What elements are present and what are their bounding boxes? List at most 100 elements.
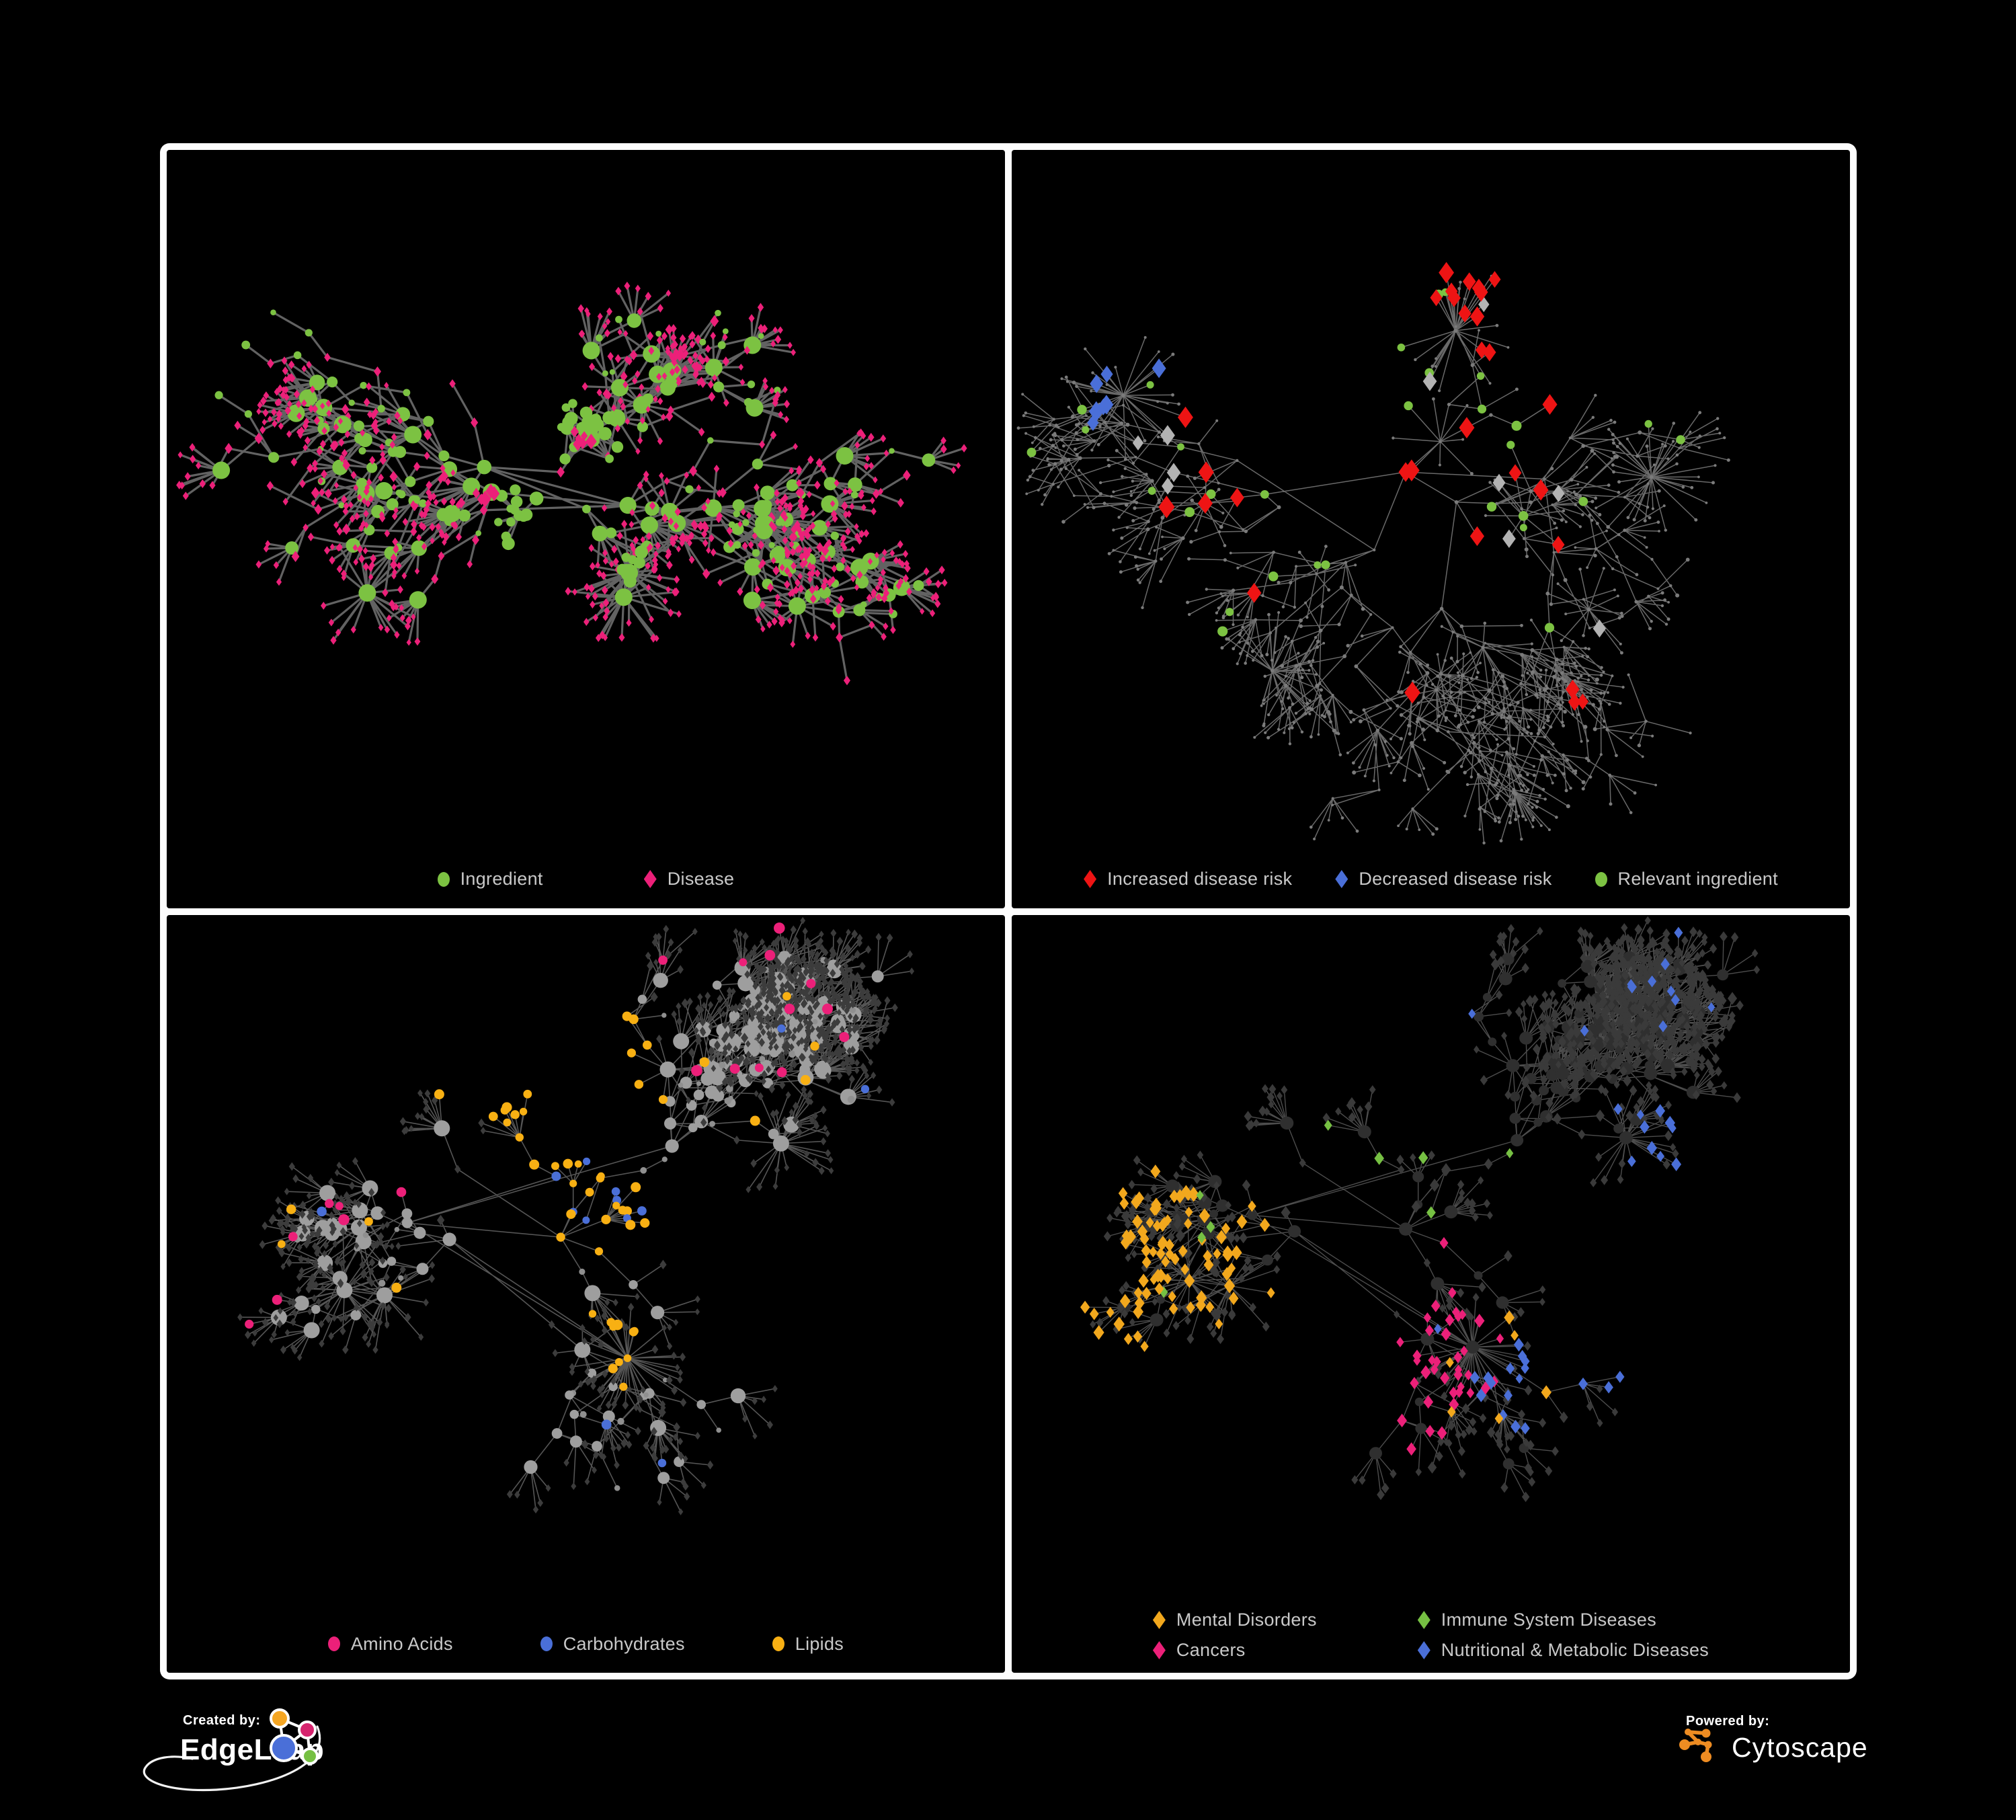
network-node [1612, 450, 1615, 454]
network-node [439, 530, 446, 539]
network-node [1511, 420, 1522, 431]
network-node [415, 1111, 421, 1120]
network-node [341, 495, 348, 504]
network-node [815, 1025, 821, 1033]
network-node [1156, 400, 1160, 403]
network-node [1603, 1012, 1611, 1023]
network-node [624, 281, 631, 290]
network-node [1613, 1103, 1623, 1115]
network-node [1520, 837, 1523, 841]
network-node [1186, 474, 1190, 478]
network-node [1586, 696, 1589, 699]
network-node [883, 588, 890, 598]
network-node [816, 1031, 822, 1039]
network-node [1026, 447, 1037, 457]
network-node [1394, 1310, 1400, 1318]
network-node [696, 379, 702, 387]
network-node [1603, 936, 1611, 946]
network-node [1238, 651, 1242, 656]
network-node [767, 583, 774, 592]
network-node [766, 1065, 772, 1073]
network-node [1586, 655, 1590, 659]
network-node [612, 1298, 618, 1306]
panel-grid: Ingredient Disease Increased disease ris… [160, 143, 1857, 1679]
network-node [1553, 521, 1557, 525]
network-node [306, 1283, 313, 1293]
network-node [1613, 588, 1616, 592]
network-node [1484, 770, 1488, 774]
network-node [791, 348, 796, 356]
network-node [1540, 754, 1544, 758]
network-node [1158, 430, 1161, 434]
network-node [602, 549, 608, 557]
network-node [1524, 1462, 1532, 1473]
network-node [282, 498, 288, 506]
network-node [1297, 668, 1301, 672]
network-node [1668, 1002, 1675, 1011]
network-node [754, 500, 772, 518]
network-node [288, 1162, 295, 1171]
network-node [617, 1417, 624, 1425]
network-node [868, 1058, 873, 1066]
immune-diseases-diamond-swatch [1417, 1611, 1430, 1629]
network-node [875, 998, 882, 1007]
network-node [379, 1256, 386, 1265]
network-node [774, 335, 782, 344]
network-node [1531, 825, 1535, 828]
network-node [1277, 580, 1281, 584]
network-node [1609, 1019, 1617, 1028]
network-node [683, 349, 689, 357]
network-node [890, 626, 896, 635]
network-node [1588, 775, 1592, 779]
network-node [1150, 1183, 1158, 1193]
network-node [922, 453, 936, 467]
network-node [806, 1036, 812, 1043]
network-node [1066, 457, 1071, 462]
network-node [1599, 673, 1603, 677]
network-node [1447, 1405, 1456, 1418]
network-node [1173, 1203, 1180, 1212]
network-node [606, 307, 612, 316]
network-node [609, 561, 614, 568]
network-node [1495, 990, 1503, 1000]
network-node [602, 1325, 608, 1335]
network-node [829, 946, 836, 955]
network-node [742, 519, 750, 526]
network-node [886, 933, 893, 943]
network-node [737, 520, 743, 528]
network-node [674, 575, 680, 584]
network-node [754, 1090, 759, 1097]
network-node [700, 1027, 707, 1037]
network-node [1411, 1200, 1421, 1213]
network-node [341, 569, 347, 578]
network-node [1307, 668, 1311, 672]
network-node [301, 1223, 307, 1230]
network-node [320, 1284, 325, 1292]
network-node [1406, 1441, 1416, 1456]
network-node [1138, 1273, 1149, 1288]
network-node [1457, 286, 1461, 290]
network-node [1581, 942, 1589, 953]
network-node [715, 514, 722, 524]
network-node [1288, 742, 1292, 746]
network-node [1160, 557, 1163, 561]
network-node [1584, 646, 1587, 650]
network-node [1439, 1236, 1449, 1249]
network-node [1163, 547, 1166, 551]
network-node [1575, 985, 1582, 994]
network-node [673, 1318, 679, 1326]
network-node [608, 1382, 618, 1391]
network-node [271, 407, 277, 417]
network-node [818, 1042, 824, 1050]
network-node [329, 1220, 335, 1230]
network-node [1399, 737, 1403, 741]
network-node [754, 1063, 764, 1072]
network-node [1671, 1157, 1682, 1171]
network-node [1521, 784, 1525, 787]
network-node [1141, 606, 1144, 610]
network-node [728, 521, 735, 528]
network-node [620, 371, 628, 382]
network-node [830, 576, 836, 584]
network-node [1131, 1249, 1137, 1258]
network-node [1125, 1217, 1131, 1226]
